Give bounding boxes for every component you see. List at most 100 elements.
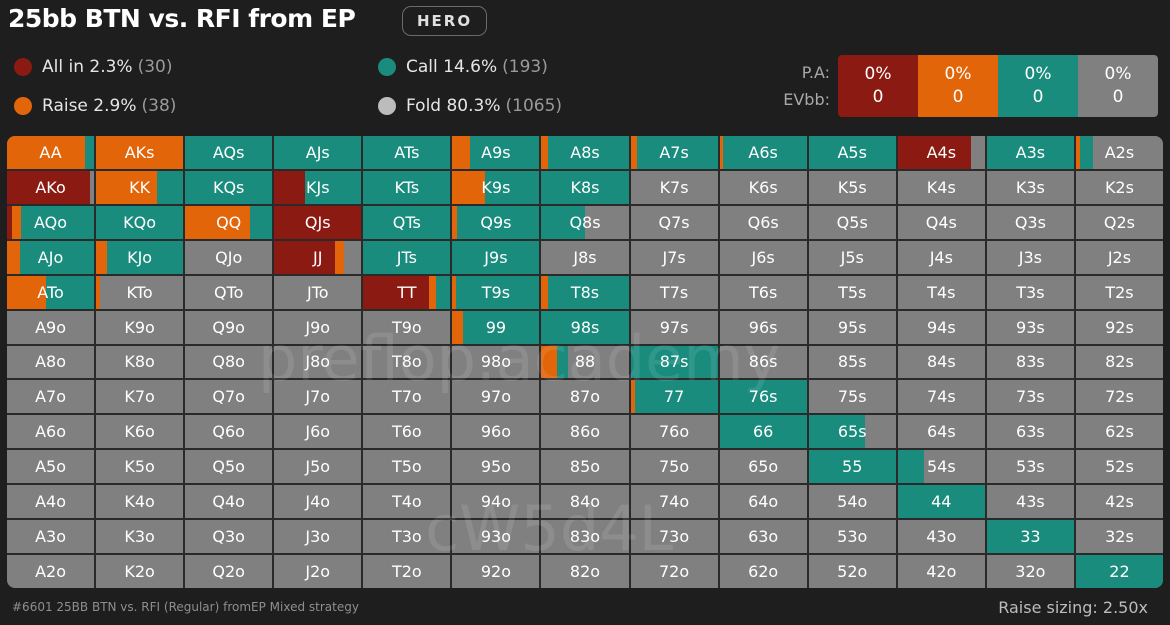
hand-cell[interactable]: AKo <box>7 170 95 204</box>
hand-cell[interactable]: 75o <box>630 450 718 484</box>
hand-cell[interactable]: J4o <box>274 485 362 519</box>
hand-cell[interactable]: QTo <box>185 275 273 309</box>
hand-cell[interactable]: 73s <box>986 380 1074 414</box>
hand-cell[interactable]: T4o <box>363 485 451 519</box>
hand-cell[interactable]: J8s <box>541 240 629 274</box>
hand-cell[interactable]: 74o <box>630 485 718 519</box>
hand-cell[interactable]: 64o <box>719 485 807 519</box>
hand-cell[interactable]: AQo <box>7 205 95 239</box>
hand-cell[interactable]: 74s <box>897 380 985 414</box>
hand-cell[interactable]: K4s <box>897 170 985 204</box>
hand-cell[interactable]: 54s <box>897 450 985 484</box>
hand-cell[interactable]: 87s <box>630 345 718 379</box>
hand-cell[interactable]: Q4s <box>897 205 985 239</box>
hand-cell[interactable]: A5o <box>7 450 95 484</box>
hand-cell[interactable]: 63o <box>719 520 807 554</box>
hand-cell[interactable]: 43s <box>986 485 1074 519</box>
hand-cell[interactable]: 65o <box>719 450 807 484</box>
hand-cell[interactable]: QTs <box>363 205 451 239</box>
hand-cell[interactable]: 44 <box>897 485 985 519</box>
hand-cell[interactable]: KJo <box>96 240 184 274</box>
hand-cell[interactable]: 72s <box>1075 380 1163 414</box>
hand-cell[interactable]: 99 <box>452 310 540 344</box>
hand-cell[interactable]: 94s <box>897 310 985 344</box>
hand-cell[interactable]: 65s <box>808 415 896 449</box>
hand-cell[interactable]: K5s <box>808 170 896 204</box>
hand-cell[interactable]: ATo <box>7 275 95 309</box>
hand-cell[interactable]: J2s <box>1075 240 1163 274</box>
hand-cell[interactable]: 92o <box>452 555 540 588</box>
hand-cell[interactable]: T7s <box>630 275 718 309</box>
hand-cell[interactable]: 84s <box>897 345 985 379</box>
hand-cell[interactable]: T9s <box>452 275 540 309</box>
hand-cell[interactable]: JTs <box>363 240 451 274</box>
hand-cell[interactable]: Q2s <box>1075 205 1163 239</box>
hand-cell[interactable]: QJs <box>274 205 362 239</box>
hand-cell[interactable]: AQs <box>185 136 273 169</box>
hand-cell[interactable]: K8s <box>541 170 629 204</box>
hand-cell[interactable]: K8o <box>96 345 184 379</box>
hand-cell[interactable]: KQo <box>96 205 184 239</box>
hand-cell[interactable]: T8s <box>541 275 629 309</box>
hand-cell[interactable]: KTo <box>96 275 184 309</box>
hand-cell[interactable]: 62s <box>1075 415 1163 449</box>
hand-cell[interactable]: J2o <box>274 555 362 588</box>
hand-cell[interactable]: 95o <box>452 450 540 484</box>
hand-cell[interactable]: Q2o <box>185 555 273 588</box>
hand-cell[interactable]: T3o <box>363 520 451 554</box>
hand-cell[interactable]: A6s <box>719 136 807 169</box>
hand-cell[interactable]: J7s <box>630 240 718 274</box>
hand-cell[interactable]: A8o <box>7 345 95 379</box>
hand-cell[interactable]: J4s <box>897 240 985 274</box>
hand-cell[interactable]: 98o <box>452 345 540 379</box>
hand-cell[interactable]: Q4o <box>185 485 273 519</box>
hand-cell[interactable]: A7o <box>7 380 95 414</box>
hand-cell[interactable]: 53o <box>808 520 896 554</box>
hand-cell[interactable]: 42s <box>1075 485 1163 519</box>
hand-cell[interactable]: Q6s <box>719 205 807 239</box>
hand-cell[interactable]: T2s <box>1075 275 1163 309</box>
hand-cell[interactable]: TT <box>363 275 451 309</box>
hand-cell[interactable]: Q9o <box>185 310 273 344</box>
hand-cell[interactable]: K4o <box>96 485 184 519</box>
hand-cell[interactable]: Q5o <box>185 450 273 484</box>
hand-cell[interactable]: T5s <box>808 275 896 309</box>
hand-cell[interactable]: K7s <box>630 170 718 204</box>
hand-cell[interactable]: T4s <box>897 275 985 309</box>
hand-cell[interactable]: 96o <box>452 415 540 449</box>
hand-cell[interactable]: 33 <box>986 520 1074 554</box>
hand-cell[interactable]: K9s <box>452 170 540 204</box>
hand-cell[interactable]: KJs <box>274 170 362 204</box>
hand-cell[interactable]: K3o <box>96 520 184 554</box>
hand-cell[interactable]: Q8s <box>541 205 629 239</box>
hand-cell[interactable]: J6s <box>719 240 807 274</box>
hand-cell[interactable]: Q7o <box>185 380 273 414</box>
hand-cell[interactable]: A2s <box>1075 136 1163 169</box>
hand-cell[interactable]: A4o <box>7 485 95 519</box>
hand-cell[interactable]: JJ <box>274 240 362 274</box>
hand-cell[interactable]: 92s <box>1075 310 1163 344</box>
hand-cell[interactable]: 54o <box>808 485 896 519</box>
hand-cell[interactable]: 22 <box>1075 555 1163 588</box>
hand-cell[interactable]: 42o <box>897 555 985 588</box>
hand-cell[interactable]: 95s <box>808 310 896 344</box>
hand-cell[interactable]: KTs <box>363 170 451 204</box>
hand-cell[interactable]: QQ <box>185 205 273 239</box>
hand-cell[interactable]: K2s <box>1075 170 1163 204</box>
hand-cell[interactable]: 52s <box>1075 450 1163 484</box>
hand-cell[interactable]: 97o <box>452 380 540 414</box>
hand-cell[interactable]: 93s <box>986 310 1074 344</box>
hand-cell[interactable]: 83o <box>541 520 629 554</box>
hand-cell[interactable]: J3o <box>274 520 362 554</box>
hand-cell[interactable]: A2o <box>7 555 95 588</box>
hand-cell[interactable]: A5s <box>808 136 896 169</box>
hand-cell[interactable]: 72o <box>630 555 718 588</box>
hand-cell[interactable]: T2o <box>363 555 451 588</box>
hand-cell[interactable]: 82s <box>1075 345 1163 379</box>
hand-cell[interactable]: K2o <box>96 555 184 588</box>
hand-cell[interactable]: Q6o <box>185 415 273 449</box>
hand-cell[interactable]: 98s <box>541 310 629 344</box>
hand-cell[interactable]: A3o <box>7 520 95 554</box>
hand-cell[interactable]: 84o <box>541 485 629 519</box>
hand-cell[interactable]: K6o <box>96 415 184 449</box>
